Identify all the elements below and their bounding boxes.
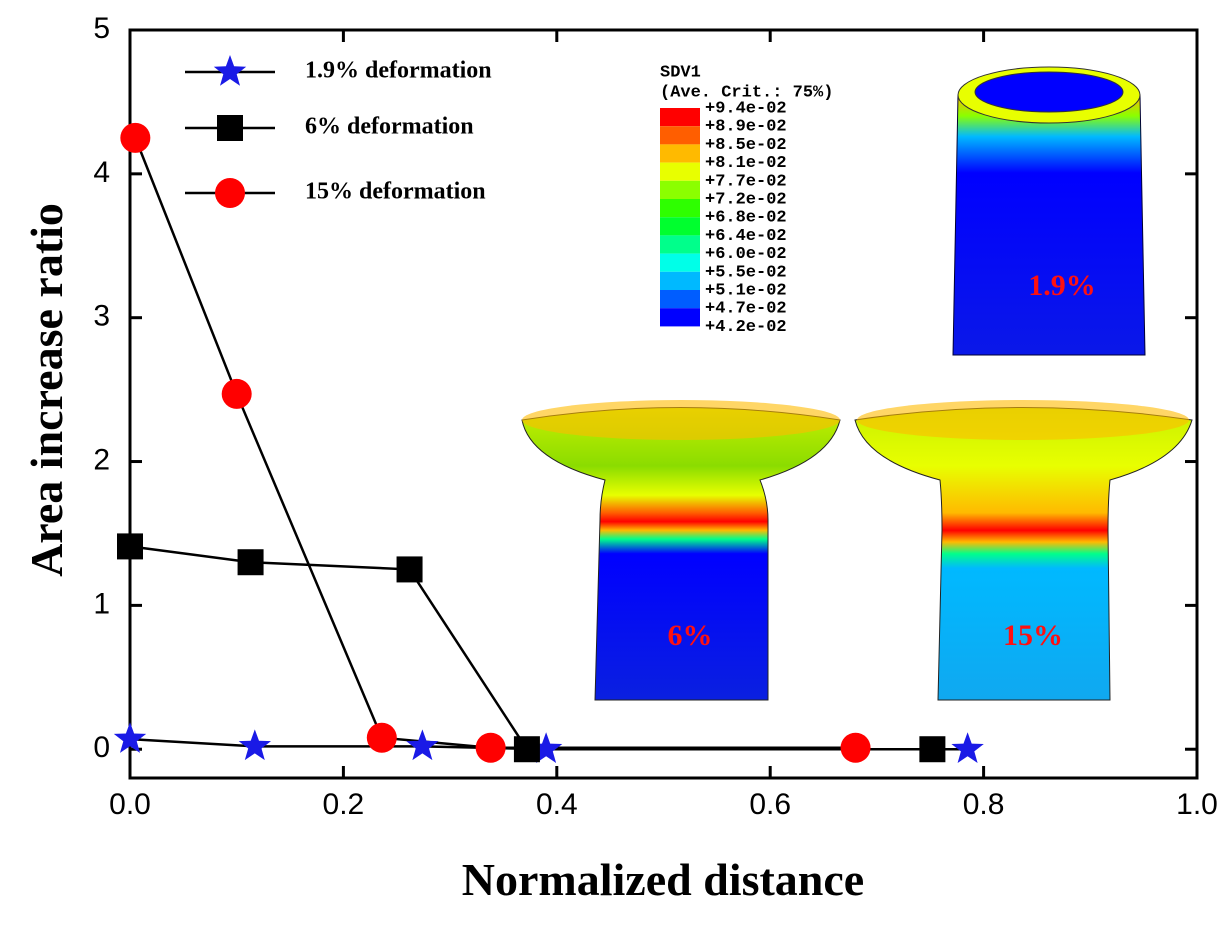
contour-title: SDV1 bbox=[660, 63, 701, 82]
contour-swatch bbox=[660, 272, 700, 290]
legend-marker bbox=[214, 55, 246, 86]
y-tick-label: 4 bbox=[93, 156, 110, 189]
contour-level: +4.7e-02 bbox=[705, 300, 787, 319]
contour-level: +6.4e-02 bbox=[705, 227, 787, 246]
fem-inset-1 bbox=[953, 67, 1145, 355]
x-tick-label: 0.4 bbox=[536, 788, 578, 821]
fem-inset-3 bbox=[855, 400, 1192, 700]
contour-swatch bbox=[660, 108, 700, 126]
inset-label: 1.9% bbox=[1028, 269, 1096, 302]
legend-label: 6% deformation bbox=[305, 114, 474, 140]
contour-level: +8.9e-02 bbox=[705, 118, 787, 137]
contour-swatch bbox=[660, 217, 700, 235]
chart: Normalized distance Area increase ratio … bbox=[0, 0, 1232, 926]
contour-swatch bbox=[660, 181, 700, 199]
square-marker bbox=[238, 549, 264, 575]
contour-level: +7.2e-02 bbox=[705, 190, 787, 209]
contour-level: +8.5e-02 bbox=[705, 136, 787, 155]
y-tick-label: 3 bbox=[93, 300, 110, 333]
x-tick-label: 0.2 bbox=[323, 788, 365, 821]
legend-label: 1.9% deformation bbox=[305, 58, 492, 84]
circle-marker bbox=[120, 123, 150, 153]
square-marker bbox=[919, 736, 945, 762]
contour-swatch bbox=[660, 163, 700, 181]
x-tick-label: 0.6 bbox=[749, 788, 791, 821]
x-tick-label: 1.0 bbox=[1176, 788, 1218, 821]
contour-swatch bbox=[660, 199, 700, 217]
y-axis-title: Area increase ratio bbox=[21, 203, 72, 577]
circle-marker bbox=[476, 733, 506, 763]
contour-level: +4.2e-02 bbox=[705, 318, 787, 337]
circle-marker bbox=[367, 723, 397, 753]
circle-marker bbox=[222, 379, 252, 409]
square-marker bbox=[397, 556, 423, 582]
y-tick-label: 2 bbox=[93, 443, 110, 476]
contour-swatch bbox=[660, 126, 700, 144]
legend-label: 15% deformation bbox=[305, 179, 486, 205]
legend-marker bbox=[215, 178, 245, 208]
y-tick-label: 1 bbox=[93, 587, 110, 620]
contour-level: +6.0e-02 bbox=[705, 245, 787, 264]
contour-level: +5.1e-02 bbox=[705, 281, 787, 300]
series-line bbox=[130, 546, 932, 749]
inset-label: 6% bbox=[668, 619, 713, 652]
x-tick-label: 0.8 bbox=[963, 788, 1005, 821]
star-marker bbox=[239, 729, 271, 760]
y-tick-label: 0 bbox=[93, 731, 110, 764]
contour-level: +8.1e-02 bbox=[705, 154, 787, 173]
circle-marker bbox=[841, 733, 871, 763]
fem-inset-2 bbox=[522, 400, 840, 700]
x-axis-title: Normalized distance bbox=[462, 854, 864, 905]
contour-swatch bbox=[660, 308, 700, 326]
contour-swatch bbox=[660, 254, 700, 272]
contour-swatch bbox=[660, 290, 700, 308]
star-marker bbox=[406, 729, 438, 760]
contour-swatch bbox=[660, 144, 700, 162]
star-marker bbox=[951, 732, 983, 763]
contour-level: +7.7e-02 bbox=[705, 172, 787, 191]
contour-level: +6.8e-02 bbox=[705, 209, 787, 228]
y-tick-label: 5 bbox=[93, 12, 110, 45]
inset-label: 15% bbox=[1003, 619, 1063, 652]
contour-level: +5.5e-02 bbox=[705, 263, 787, 282]
x-tick-label: 0.0 bbox=[109, 788, 151, 821]
contour-swatch bbox=[660, 235, 700, 253]
square-marker bbox=[514, 736, 540, 762]
square-marker bbox=[117, 533, 143, 559]
contour-level: +9.4e-02 bbox=[705, 99, 787, 118]
legend-marker bbox=[217, 115, 243, 141]
